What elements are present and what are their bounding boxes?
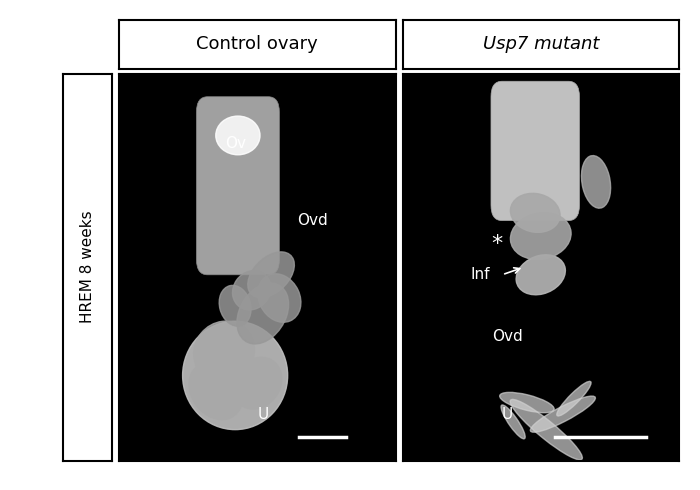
Ellipse shape — [233, 357, 281, 409]
Ellipse shape — [216, 116, 260, 155]
Text: HREM 8 weeks: HREM 8 weeks — [80, 211, 95, 323]
Ellipse shape — [501, 405, 525, 439]
Ellipse shape — [531, 396, 596, 432]
Text: U: U — [257, 407, 268, 422]
Text: Ovd: Ovd — [492, 329, 523, 344]
Text: Ov: Ov — [225, 136, 246, 151]
Text: Inf: Inf — [470, 267, 490, 282]
Ellipse shape — [232, 270, 271, 310]
Ellipse shape — [556, 381, 591, 416]
Ellipse shape — [582, 156, 610, 208]
Ellipse shape — [258, 274, 301, 322]
Ellipse shape — [516, 255, 566, 295]
Text: *: * — [491, 234, 502, 254]
Ellipse shape — [510, 194, 560, 232]
Ellipse shape — [500, 392, 554, 413]
Ellipse shape — [189, 362, 243, 419]
Text: Ovd: Ovd — [298, 213, 328, 228]
Text: Control ovary: Control ovary — [197, 35, 318, 53]
Ellipse shape — [248, 252, 295, 298]
FancyBboxPatch shape — [197, 97, 279, 275]
FancyBboxPatch shape — [491, 81, 580, 221]
Ellipse shape — [237, 283, 288, 344]
Text: Usp7 mutant: Usp7 mutant — [482, 35, 599, 53]
Ellipse shape — [194, 321, 254, 383]
Ellipse shape — [219, 285, 251, 326]
Text: U: U — [502, 407, 513, 422]
Ellipse shape — [183, 321, 288, 430]
Ellipse shape — [510, 213, 571, 260]
Ellipse shape — [510, 399, 582, 460]
